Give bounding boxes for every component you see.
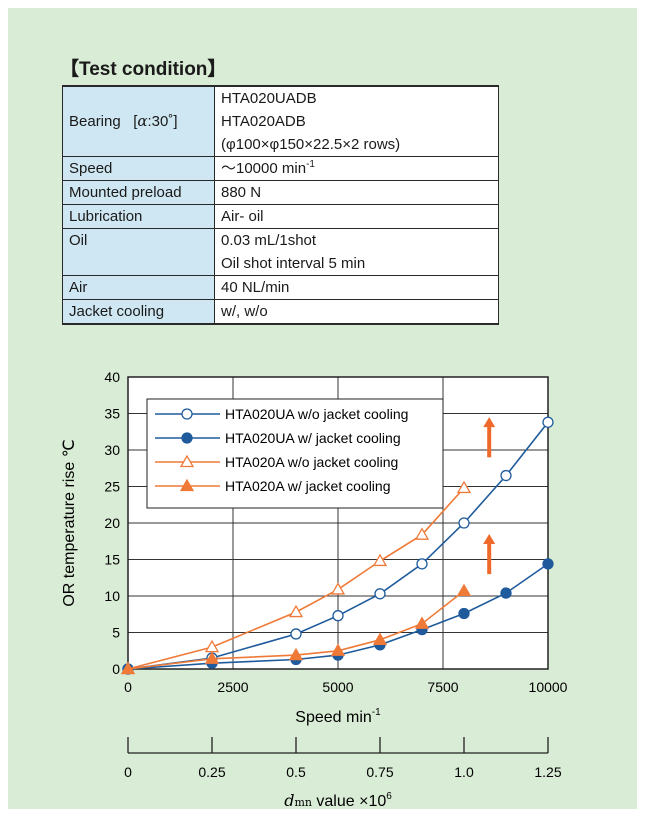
legend-label: HTA020A w/o jacket cooling xyxy=(225,454,398,470)
preload-label: Mounted preload xyxy=(62,180,215,205)
data-point xyxy=(332,610,344,622)
data-point xyxy=(542,416,554,428)
table-row: Oil 0.03 mL/1shot Oil shot interval 5 mi… xyxy=(62,228,499,276)
x-tick-label: 7500 xyxy=(427,679,458,695)
y-tick-label: 30 xyxy=(104,442,120,458)
data-point xyxy=(181,432,193,444)
data-point xyxy=(179,478,195,492)
secondary-tick-label: 1.0 xyxy=(454,764,474,780)
table-row: Bearing [α:30˚] HTA020UADB HTA020ADB (φ1… xyxy=(62,85,499,157)
x-tick-label: 10000 xyxy=(529,679,568,695)
trend-arrow-head xyxy=(483,533,496,544)
secondary-axis-label: dmn value ×106 xyxy=(284,791,392,810)
jacket-value: w/, w/o xyxy=(214,299,499,325)
data-point xyxy=(416,558,428,570)
data-point xyxy=(330,643,346,656)
secondary-tick-label: 1.25 xyxy=(534,764,561,780)
data-point xyxy=(456,480,472,494)
bearing-label: Bearing [α:30˚] xyxy=(62,85,215,157)
oil-interval: Oil shot interval 5 min xyxy=(221,255,366,272)
bearing-model-2: HTA020ADB xyxy=(221,113,306,130)
data-point xyxy=(458,607,470,620)
y-tick-label: 25 xyxy=(104,479,120,495)
data-point xyxy=(204,651,220,664)
bearing-label-suffix: :30˚] xyxy=(147,113,178,130)
y-tick-label: 0 xyxy=(112,661,120,677)
secondary-tick-label: 0.75 xyxy=(366,764,393,780)
oil-amount: 0.03 mL/1shot xyxy=(221,232,317,249)
air-label: Air xyxy=(62,275,215,300)
legend-box xyxy=(146,398,444,509)
oil-label: Oil xyxy=(62,228,215,276)
trend-arrow-head xyxy=(483,417,496,428)
speed-value-sup: -1 xyxy=(306,159,315,170)
data-point xyxy=(500,587,512,599)
oil-value: 0.03 mL/1shot Oil shot interval 5 min xyxy=(214,228,499,276)
data-point xyxy=(542,558,554,570)
y-tick-label: 40 xyxy=(104,369,120,385)
data-point xyxy=(458,517,470,529)
data-point xyxy=(120,661,136,675)
series-group xyxy=(120,583,472,675)
test-condition-heading: 【Test condition】 xyxy=(60,59,227,80)
data-point xyxy=(290,628,302,640)
data-point xyxy=(414,616,430,629)
data-point xyxy=(456,583,472,597)
preload-value: 880 N xyxy=(214,180,499,205)
data-point xyxy=(414,527,430,540)
y-axis-label: OR temperature rise ℃ xyxy=(61,439,78,606)
data-point xyxy=(374,588,386,600)
alpha-symbol: α xyxy=(137,112,148,130)
legend-label: HTA020UA w/o jacket cooling xyxy=(225,406,408,422)
data-point xyxy=(500,469,512,482)
speed-value-text: ～10000 min xyxy=(221,160,307,177)
y-tick-label: 15 xyxy=(104,552,120,568)
table-row: Mounted preload 880 N xyxy=(62,180,499,205)
legend: HTA020UA w/o jacket cooling HTA020UA w/ j… xyxy=(146,398,444,509)
y-tick-label: 35 xyxy=(104,406,120,422)
test-condition-table: Bearing [α:30˚] HTA020UADB HTA020ADB (φ1… xyxy=(62,85,499,325)
air-value: 40 NL/min xyxy=(214,275,499,300)
x-tick-label: 2500 xyxy=(217,679,248,695)
secondary-tick-label: 0.25 xyxy=(198,764,225,780)
speed-label: Speed xyxy=(62,156,215,181)
x-tick-label: 0 xyxy=(124,679,132,695)
data-point xyxy=(372,553,388,567)
x-tick-label: 5000 xyxy=(322,679,353,695)
data-point xyxy=(288,604,304,618)
jacket-label: Jacket cooling xyxy=(62,299,215,325)
y-tick-label: 10 xyxy=(104,588,120,604)
bearing-dimensions: (φ100×φ150×22.5×2 rows) xyxy=(221,136,401,153)
bearing-value: HTA020UADB HTA020ADB (φ100×φ150×22.5×2 r… xyxy=(214,85,499,157)
data-point xyxy=(179,454,195,468)
legend-label: HTA020UA w/ jacket cooling xyxy=(225,430,401,446)
y-tick-label: 5 xyxy=(112,625,120,641)
secondary-tick-label: 0.5 xyxy=(286,764,306,780)
data-point xyxy=(372,632,388,645)
plot-frame xyxy=(127,376,549,670)
bearing-label-prefix: Bearing [ xyxy=(69,113,138,130)
table-row: Jacket cooling w/, w/o xyxy=(62,299,499,325)
x-axis-label: Speed min-1 xyxy=(295,707,381,726)
secondary-tick-label: 0 xyxy=(124,764,132,780)
data-point xyxy=(181,408,193,420)
y-tick-label: 20 xyxy=(104,515,120,531)
data-point xyxy=(288,647,304,661)
legend-label: HTA020A w/ jacket cooling xyxy=(225,478,391,494)
table-row: Air 40 NL/min xyxy=(62,275,499,300)
data-point xyxy=(330,582,346,595)
bearing-model-1: HTA020UADB xyxy=(221,90,317,107)
